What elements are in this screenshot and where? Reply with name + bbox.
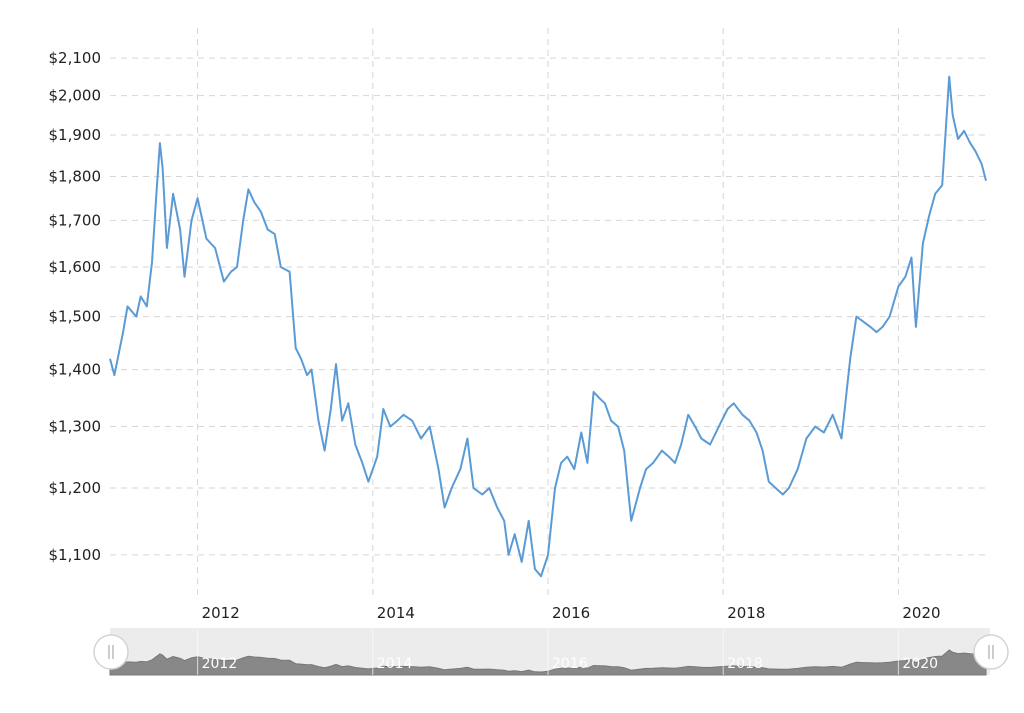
navigator-tick-label: 2018 [727, 656, 763, 672]
x-axis: 2012 2014 2016 2018 2020 [202, 604, 941, 622]
navigator-tick-label: 2014 [377, 656, 413, 672]
y-tick-label: $1,500 [49, 308, 102, 326]
grid [110, 28, 986, 598]
y-tick-label: $1,700 [49, 211, 102, 229]
navigator-right-handle[interactable] [973, 634, 1009, 670]
series-layer [109, 75, 987, 578]
y-tick-label: $1,100 [49, 546, 102, 564]
navigator-ticks: 2012 2014 2016 2018 2020 [197, 630, 938, 675]
x-tick-label: 2016 [552, 604, 590, 622]
y-tick-label: $2,100 [49, 49, 102, 67]
y-tick-label: $1,300 [49, 418, 102, 436]
navigator-tick-label: 2016 [552, 656, 588, 672]
y-tick-label: $1,900 [49, 126, 102, 144]
price-line [109, 75, 987, 578]
x-tick-label: 2020 [902, 604, 940, 622]
y-tick-label: $1,600 [49, 258, 102, 276]
x-tick-label: 2018 [727, 604, 765, 622]
range-navigator[interactable]: 2012 2014 2016 2018 2020 [93, 628, 1009, 676]
y-tick-label: $1,400 [49, 361, 102, 379]
x-tick-label: 2014 [377, 604, 415, 622]
navigator-left-handle[interactable] [93, 634, 129, 670]
navigator-tick-label: 2012 [202, 656, 238, 672]
y-tick-label: $1,800 [49, 168, 102, 186]
y-axis: $1,100 $1,200 $1,300 $1,400 $1,500 $1,600 $1,7… [49, 49, 102, 564]
navigator-area [109, 649, 987, 676]
x-tick-label: 2012 [202, 604, 240, 622]
navigator-tick-label: 2020 [902, 656, 938, 672]
y-tick-label: $1,200 [49, 479, 102, 497]
y-tick-label: $2,000 [49, 87, 102, 105]
